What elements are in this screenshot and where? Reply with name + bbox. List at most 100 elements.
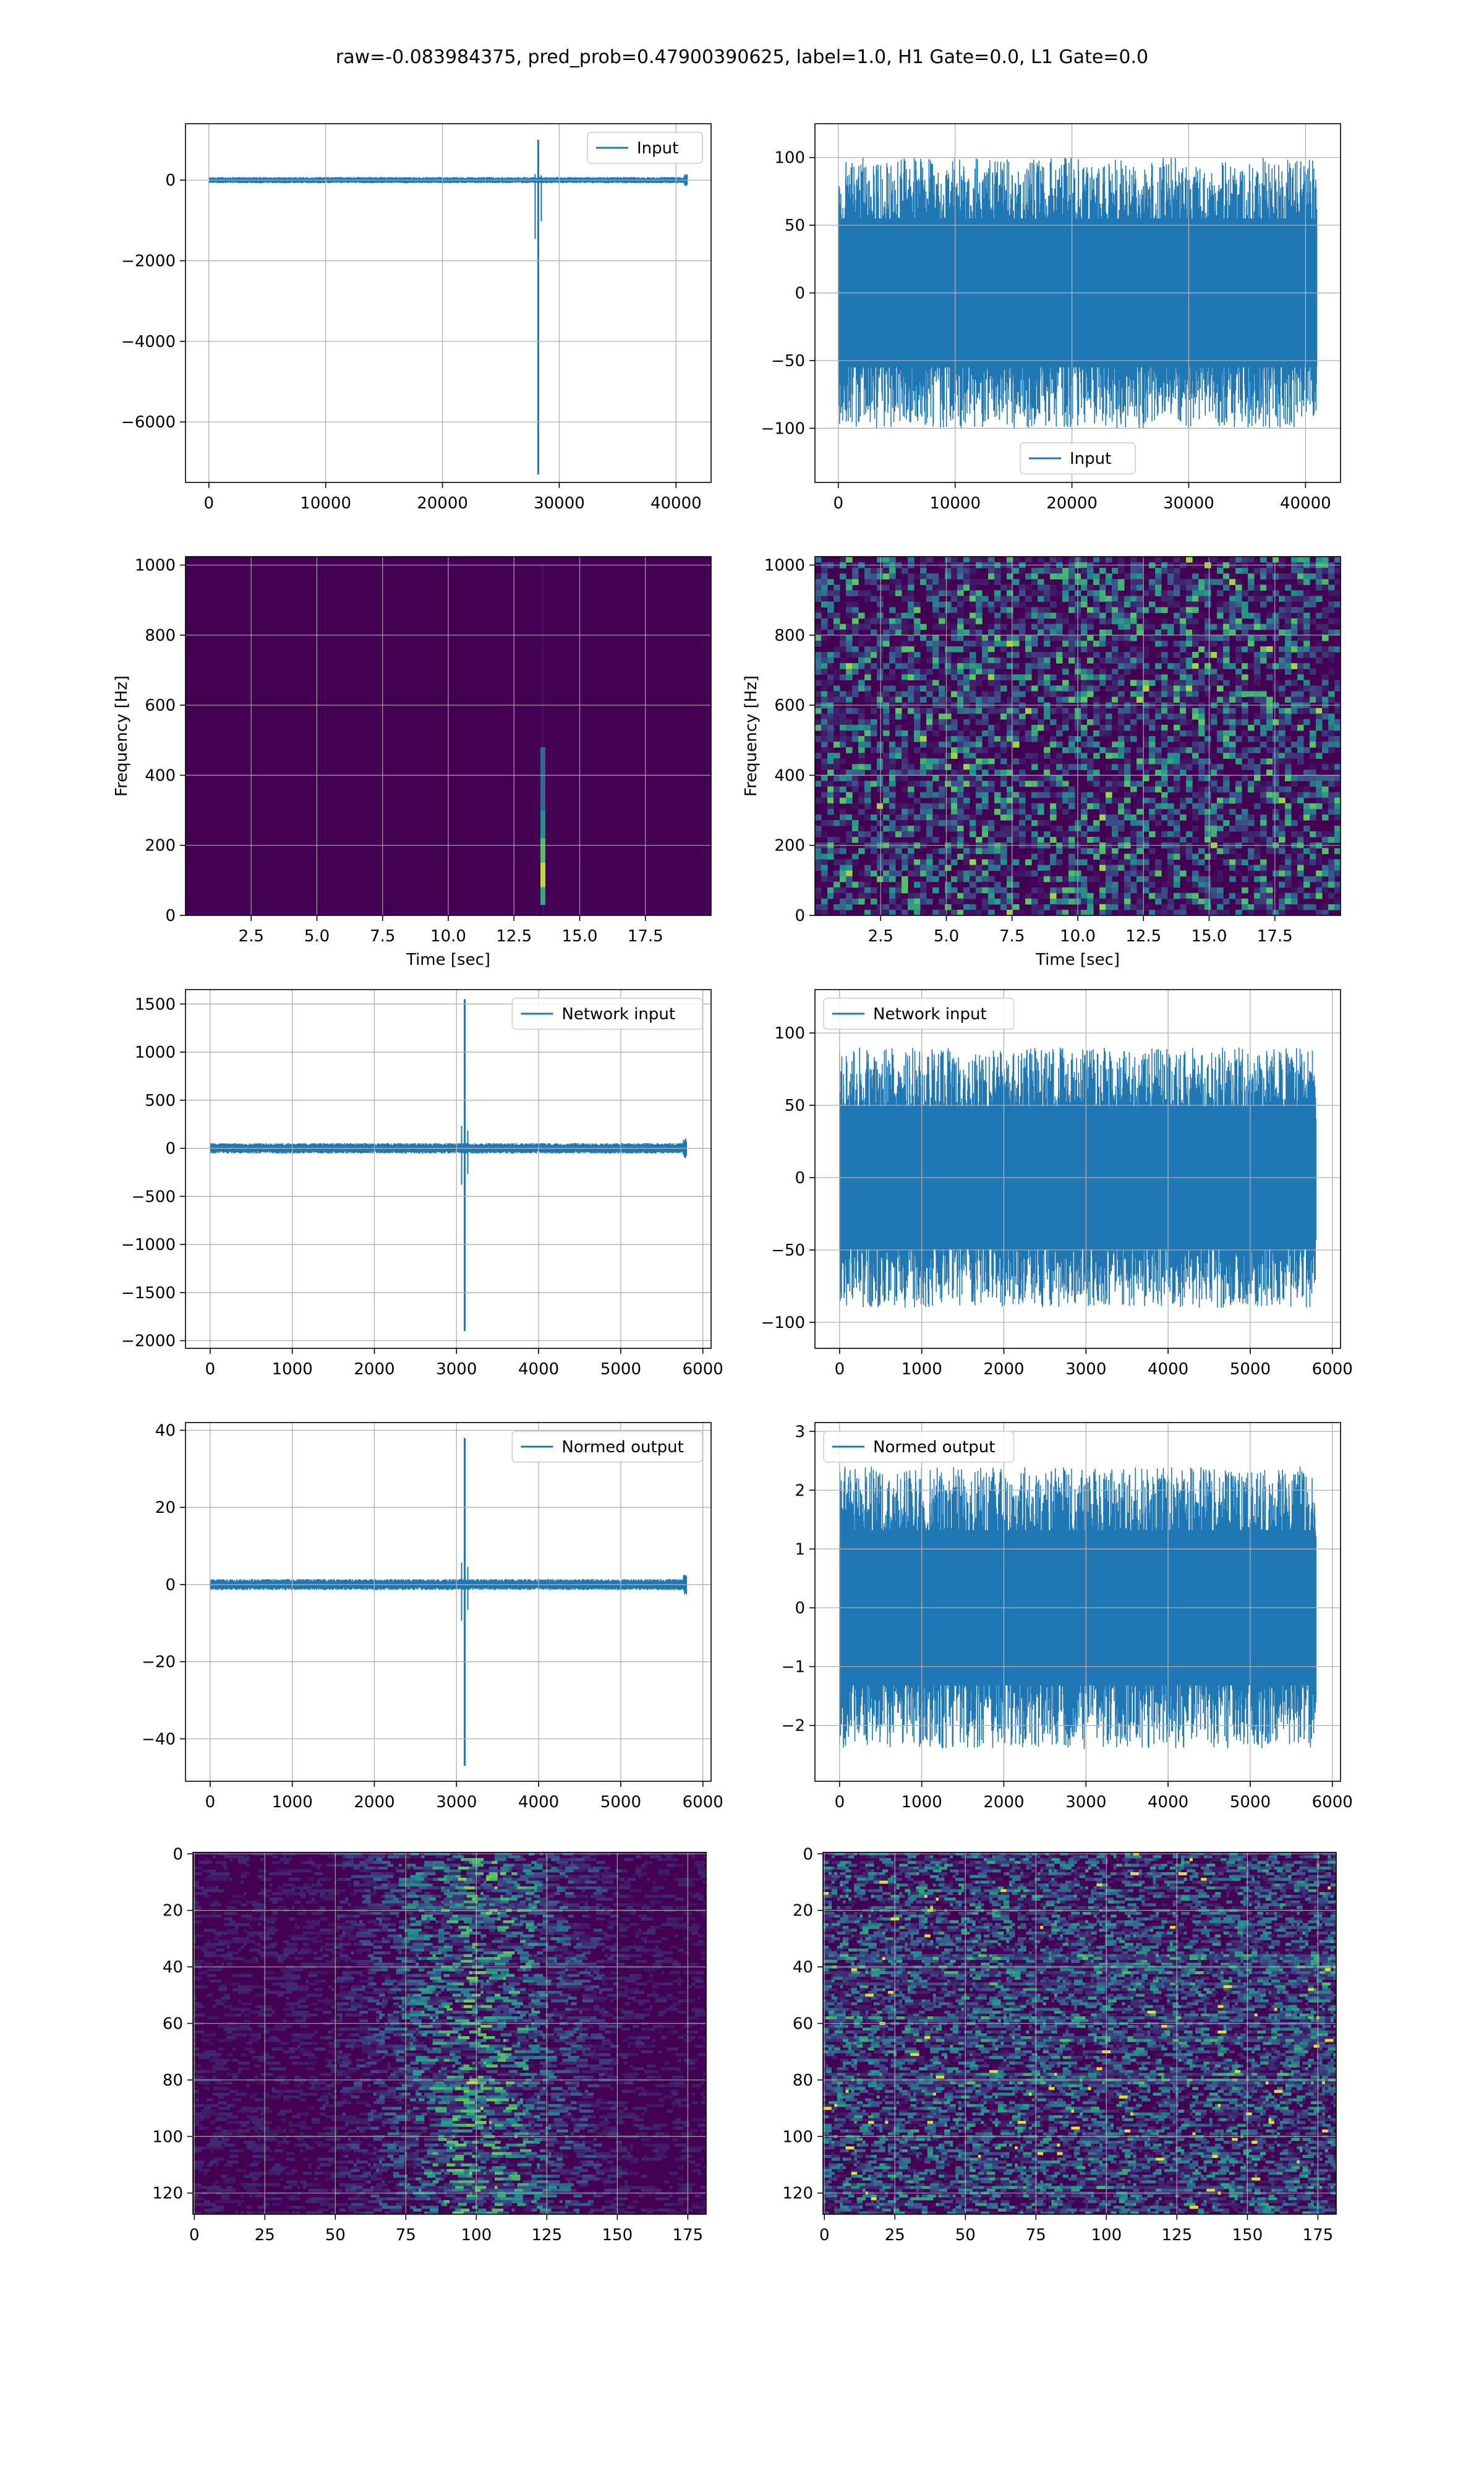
heatmap-cell [1099,814,1106,821]
heatmap-cell [1044,674,1051,680]
heatmap-cell [537,1940,549,1943]
heatmap-cell [1019,680,1026,687]
heatmap-cell [1174,652,1180,658]
heatmap-cell [1242,623,1248,630]
heatmap-cell [834,775,840,782]
heatmap-cell [840,808,846,815]
heatmap-cell [920,685,927,692]
heatmap-cell [1285,719,1292,726]
heatmap-cell [587,1869,600,1873]
heatmap-cell [1093,601,1100,608]
heatmap-cell [218,1940,230,1943]
heatmap-cell [1081,623,1088,630]
heatmap-cell [1322,584,1329,591]
heatmap-cell [407,1906,416,1909]
heatmap-cell [1223,607,1230,614]
heatmap-cell [342,1931,346,1935]
heatmap-cell [1143,859,1149,866]
heatmap-cell [846,674,853,680]
heatmap-cell [193,1945,199,1949]
heatmap-cell [1285,607,1292,614]
heatmap-cell [635,1869,642,1873]
heatmap-cell [1192,870,1199,877]
heatmap-cell [914,814,921,821]
heatmap-cell [1167,769,1174,776]
heatmap-cell [963,646,970,653]
heatmap-cell [864,646,871,653]
heatmap-cell [1310,696,1316,703]
heatmap-cell [412,1948,425,1952]
heatmap-cell [528,1943,537,1946]
heatmap-cell [815,663,822,669]
heatmap-cell [877,635,884,641]
heatmap-cell [1068,854,1075,860]
heatmap-cell [286,1872,292,1875]
heatmap-cell [988,730,995,737]
heatmap-cell [1050,814,1057,821]
heatmap-cell [963,596,970,602]
heatmap-cell [1013,758,1020,764]
heatmap-cell [821,713,828,720]
heatmap-cell [951,797,958,804]
heatmap-cell [920,708,927,714]
heatmap-cell [877,618,884,625]
heatmap-cell [1217,837,1224,843]
heatmap-cell [412,1900,419,1904]
heatmap-cell [1248,781,1255,787]
heatmap-cell [864,887,871,894]
heatmap-cell [1242,708,1248,714]
heatmap-cell [345,1855,354,1859]
x-tick-label: 17.5 [628,927,663,946]
heatmap-cell [1211,837,1217,843]
heatmap-cell [1198,713,1205,720]
heatmap-cell [435,1864,447,1867]
grid [815,990,1341,1348]
heatmap-cell [963,764,970,770]
heatmap-cell [889,803,896,810]
heatmap-cell [520,1875,532,1878]
heatmap-cell [260,1858,264,1862]
heatmap-cell [914,657,921,664]
heatmap-cell [1303,904,1310,910]
heatmap-cell [1205,769,1211,776]
heatmap-cell [689,1925,696,1929]
heatmap-cell [963,753,970,759]
heatmap-cell [613,1903,620,1907]
heatmap-cell [1254,876,1261,883]
heatmap-cell [300,1937,309,1941]
heatmap-cell [1161,792,1168,798]
heatmap-cell [1235,854,1242,860]
heatmap-cell [1056,568,1063,574]
heatmap-cell [1254,612,1261,619]
heatmap-cell [908,596,915,602]
heatmap-cell [387,1886,396,1890]
heatmap-cell [522,1894,535,1898]
heatmap-cell [1180,696,1187,703]
heatmap-cell [1038,568,1044,574]
heatmap-cell [858,635,865,641]
heatmap-cell [1062,909,1069,915]
heatmap-cell [1124,892,1131,899]
heatmap-cell [559,1869,566,1873]
heatmap-cell [430,1883,433,1887]
heatmap-cell [661,1923,673,1927]
heatmap-cell [914,618,921,625]
heatmap-cell [1112,854,1119,860]
heatmap-cell [957,730,964,737]
heatmap-cell [551,1869,560,1873]
heatmap-cell [1223,657,1230,664]
heatmap-cell [945,652,952,658]
heatmap-cell [1180,646,1187,653]
heatmap-cell [902,596,908,602]
heatmap-cell [531,1860,537,1864]
heatmap-cell [1254,623,1261,630]
heatmap-cell [945,719,952,726]
heatmap-cell [393,1943,402,1946]
heatmap-cell [1087,657,1094,664]
heatmap-cell [1310,652,1316,658]
heatmap-cell [1217,612,1224,619]
heatmap-cell [1044,786,1051,793]
heatmap-cell [1050,708,1057,714]
heatmap-cell [945,742,952,748]
